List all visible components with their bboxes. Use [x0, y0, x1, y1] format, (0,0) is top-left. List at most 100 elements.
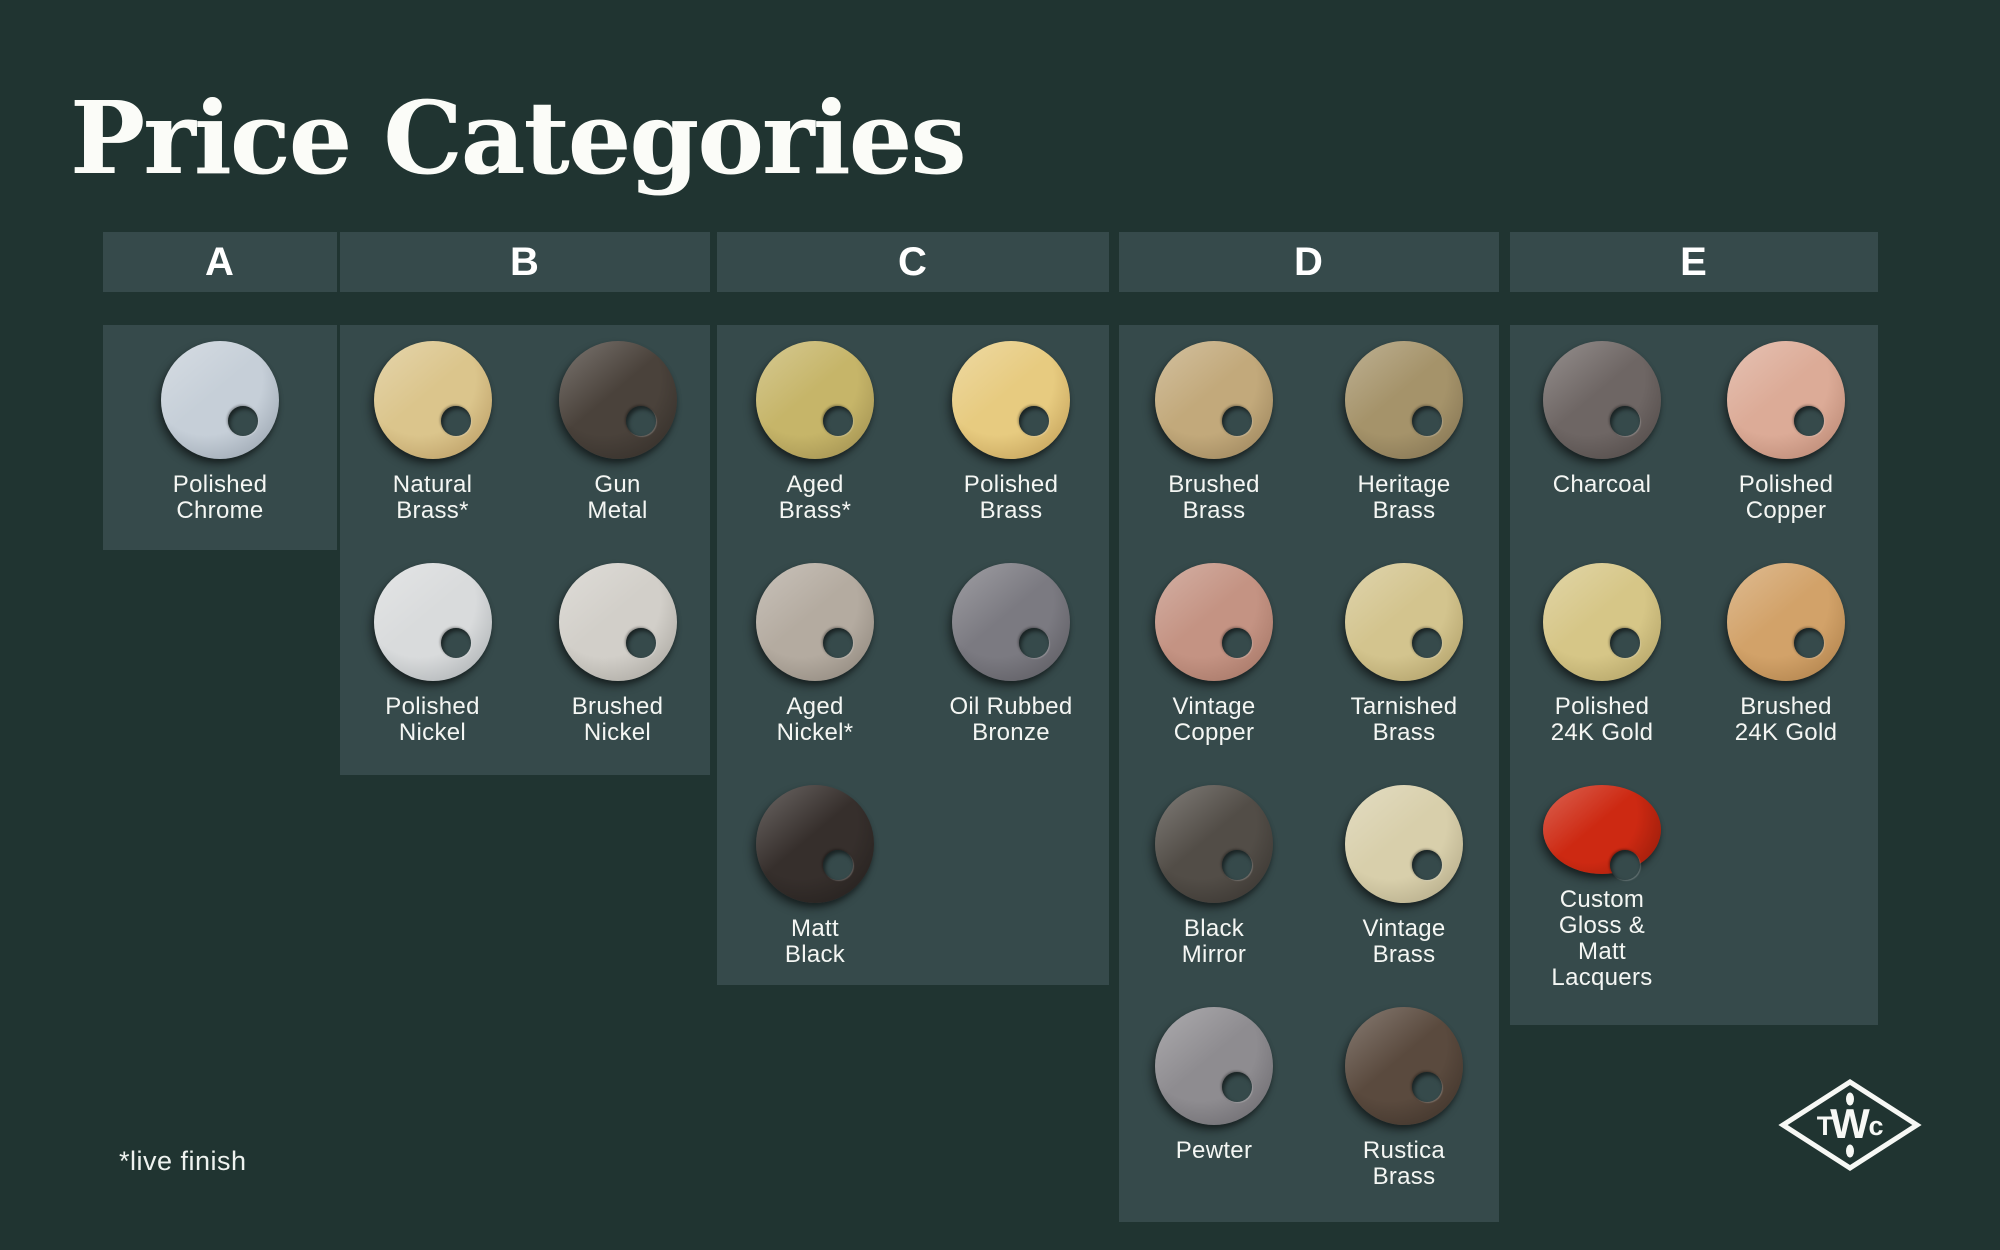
swatch-brushed-24k-gold [1727, 563, 1845, 681]
tag-hole [1794, 406, 1824, 436]
tag-hole [1222, 1072, 1252, 1102]
tag-hole [625, 406, 656, 436]
category-header-b: B [340, 232, 710, 292]
swatch-custom-lacquers [1543, 785, 1661, 880]
category-header-e: E [1510, 232, 1878, 292]
finish-item: Gun Metal [525, 325, 710, 547]
tag-hole [440, 628, 471, 658]
finish-item: Rustica Brass [1309, 991, 1499, 1213]
category-panel-e: Charcoal Polished Copper Polished 24K Go… [1510, 325, 1878, 1025]
swatch-gun-metal [558, 341, 677, 459]
tag-hole [823, 628, 853, 658]
tag-hole [1412, 1072, 1442, 1102]
category-label-e: E [1680, 239, 1708, 284]
swatch-polished-nickel [373, 563, 492, 681]
category-header-a: A [103, 232, 337, 292]
finish-item: Aged Brass* [717, 325, 913, 547]
swatch-rustica-brass [1345, 1007, 1463, 1125]
swatch-polished-brass [952, 341, 1070, 459]
finish-label: Vintage Copper [1172, 693, 1256, 746]
swatch-aged-brass [756, 341, 874, 459]
swatch-natural-brass [373, 341, 492, 459]
finish-item: Polished Brass [913, 325, 1109, 547]
category-label-b: B [510, 239, 540, 284]
tag-hole [1412, 850, 1442, 880]
swatch-tarnished-brass [1345, 563, 1463, 681]
tag-hole [1610, 628, 1640, 658]
finish-item: Vintage Brass [1309, 769, 1499, 991]
twc-diamond-icon: T W c [1778, 1079, 1922, 1171]
finish-label: Polished Brass [963, 471, 1059, 524]
finish-label: Charcoal [1552, 471, 1652, 498]
finish-item: Heritage Brass [1309, 325, 1499, 547]
finish-item: Black Mirror [1119, 769, 1309, 991]
finish-item: Tarnished Brass [1309, 547, 1499, 769]
swatch-heritage-brass [1345, 341, 1463, 459]
swatch-vintage-brass [1345, 785, 1463, 903]
finish-label: Brushed Brass [1168, 471, 1260, 524]
finish-item: Brushed 24K Gold [1694, 547, 1878, 769]
finish-label: Black Mirror [1181, 915, 1247, 968]
category-column-b: B Natural Brass* Gun Metal Polished Nick… [340, 232, 710, 775]
finish-item: Polished Chrome [103, 325, 337, 547]
finish-label: Vintage Brass [1362, 915, 1446, 968]
category-label-d: D [1294, 239, 1324, 284]
finish-label: Oil Rubbed Bronze [949, 693, 1073, 746]
tag-hole [1019, 628, 1049, 658]
tag-hole [1794, 628, 1824, 658]
finish-item: Aged Nickel* [717, 547, 913, 769]
finish-item: Polished Nickel [340, 547, 525, 769]
category-panel-a: Polished Chrome [103, 325, 337, 550]
svg-text:W: W [1830, 1100, 1870, 1147]
category-panel-b: Natural Brass* Gun Metal Polished Nickel… [340, 325, 710, 775]
category-column-c: C Aged Brass* Polished Brass Aged Nickel… [717, 232, 1109, 985]
swatch-polished-chrome [161, 341, 279, 459]
category-label-c: C [898, 239, 928, 284]
finish-item: Custom Gloss & Matt Lacquers [1510, 769, 1694, 991]
finish-item: Polished 24K Gold [1510, 547, 1694, 769]
finish-label: Natural Brass* [392, 471, 473, 524]
tag-hole [1412, 406, 1442, 436]
tag-hole [1019, 406, 1049, 436]
tag-hole [1222, 406, 1252, 436]
category-header-c: C [717, 232, 1109, 292]
swatch-polished-copper [1727, 341, 1845, 459]
category-column-a: A Polished Chrome [103, 232, 337, 550]
live-finish-footnote: *live finish [119, 1146, 247, 1176]
finish-item: Charcoal [1510, 325, 1694, 547]
swatch-brushed-nickel [558, 563, 677, 681]
finish-item: Polished Copper [1694, 325, 1878, 547]
tag-hole [1610, 850, 1640, 880]
finish-label: Polished Copper [1738, 471, 1834, 524]
finish-label: Polished Chrome [172, 471, 268, 524]
tag-hole [440, 406, 471, 436]
finish-label: Brushed 24K Gold [1734, 693, 1838, 746]
finish-item: Natural Brass* [340, 325, 525, 547]
finish-label: Polished Nickel [385, 693, 480, 746]
tag-hole [823, 850, 853, 880]
finish-item: Pewter [1119, 991, 1309, 1213]
tag-hole [625, 628, 656, 658]
category-panel-d: Brushed Brass Heritage Brass Vintage Cop… [1119, 325, 1499, 1222]
swatch-vintage-copper [1155, 563, 1273, 681]
tag-hole [1412, 628, 1442, 658]
swatch-pewter [1155, 1007, 1273, 1125]
category-label-a: A [205, 239, 235, 284]
finish-item: Brushed Nickel [525, 547, 710, 769]
finish-item: Brushed Brass [1119, 325, 1309, 547]
finish-label: Matt Black [784, 915, 846, 968]
category-column-e: E Charcoal Polished Copper Polished 24K … [1510, 232, 1878, 1025]
tag-hole [1222, 850, 1252, 880]
finish-label: Polished 24K Gold [1550, 693, 1654, 746]
swatch-brushed-brass [1155, 341, 1273, 459]
finish-label: Aged Brass* [778, 471, 852, 524]
category-panel-c: Aged Brass* Polished Brass Aged Nickel* … [717, 325, 1109, 985]
finish-item: Matt Black [717, 769, 913, 991]
swatch-matt-black [756, 785, 874, 903]
finish-label: Gun Metal [587, 471, 648, 524]
swatch-charcoal [1543, 341, 1661, 459]
finish-label: Custom Gloss & Matt Lacquers [1551, 886, 1653, 992]
tag-hole [823, 406, 853, 436]
finish-item: Oil Rubbed Bronze [913, 547, 1109, 769]
twc-logo: T W c [1778, 1078, 1922, 1177]
